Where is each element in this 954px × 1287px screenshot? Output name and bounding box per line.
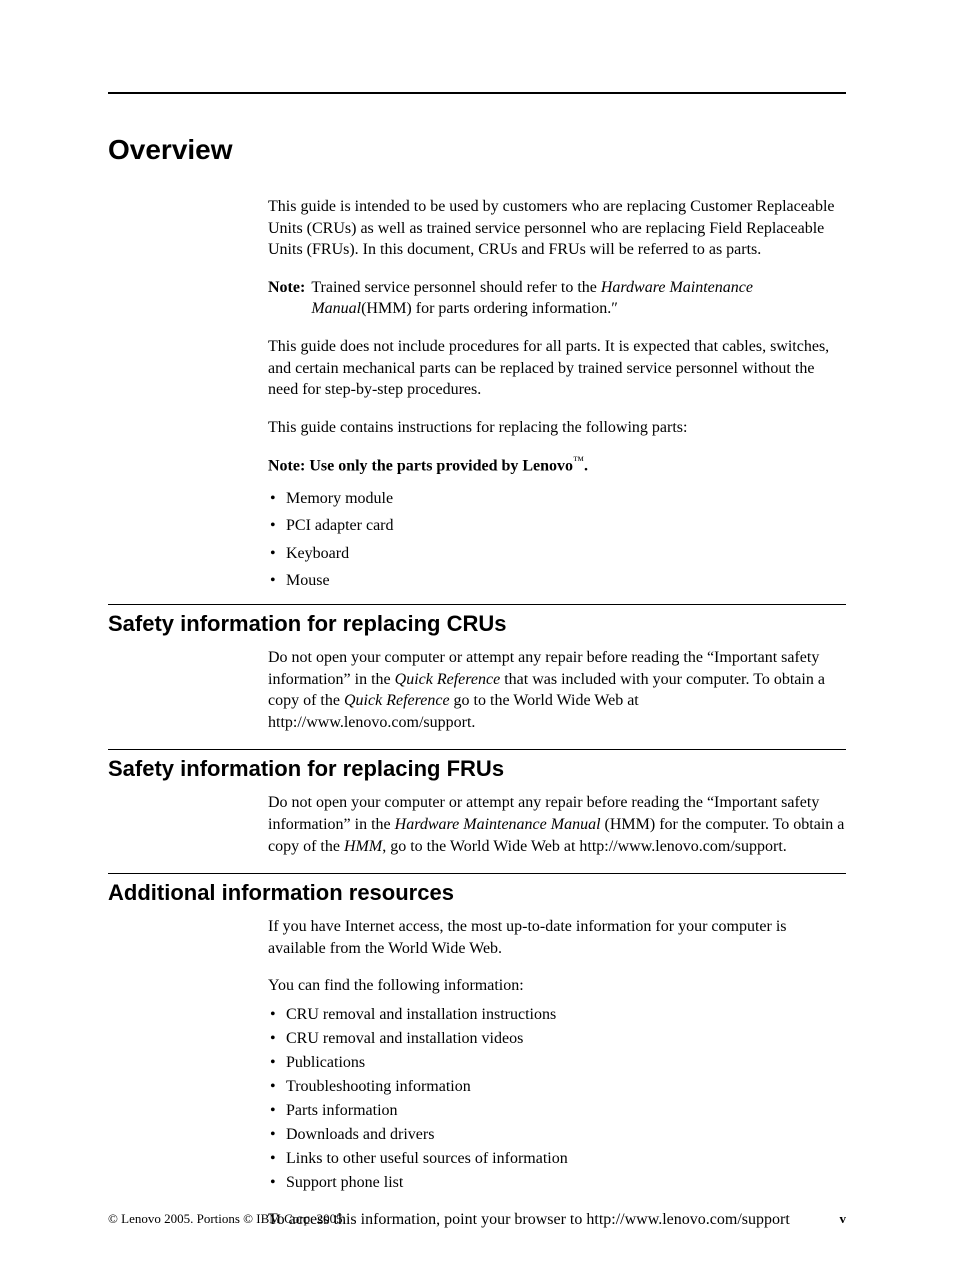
page-title: Overview: [108, 134, 846, 166]
list-item: Keyboard: [268, 540, 846, 567]
italic-text: Hardware Maintenance Manual: [395, 816, 601, 833]
note-post: (HMM) for parts ordering information.″: [361, 300, 618, 317]
note2-label: Note:: [268, 458, 305, 475]
list-item: PCI adapter card: [268, 512, 846, 539]
note2-period: .: [584, 458, 588, 475]
crus-paragraph: Do not open your computer or attempt any…: [268, 647, 846, 733]
list-item: Memory module: [268, 485, 846, 512]
list-item: Troubleshooting information: [268, 1075, 846, 1099]
italic-text: HMM: [344, 838, 382, 855]
section-heading-frus: Safety information for replacing FRUs: [108, 756, 846, 782]
list-item: Downloads and drivers: [268, 1123, 846, 1147]
parts-intro-paragraph: This guide contains instructions for rep…: [268, 417, 846, 439]
section-rule: [108, 873, 846, 874]
note2-text: Use only the parts provided by Lenovo: [309, 458, 573, 475]
list-item: Links to other useful sources of informa…: [268, 1147, 846, 1171]
body-column: Do not open your computer or attempt any…: [268, 792, 846, 857]
frus-paragraph: Do not open your computer or attempt any…: [268, 792, 846, 857]
page-number: v: [840, 1211, 847, 1227]
list-item: CRU removal and installation videos: [268, 1027, 846, 1051]
section-rule: [108, 604, 846, 605]
note-label: Note:: [268, 277, 311, 320]
tm-symbol: ™: [573, 455, 584, 467]
list-item: Parts information: [268, 1099, 846, 1123]
note-hmm: Note: Trained service personnel should r…: [268, 277, 846, 320]
note-pre: Trained service personnel should refer t…: [311, 279, 601, 296]
text: , go to the World Wide Web at http://www…: [382, 838, 787, 855]
section-rule: [108, 749, 846, 750]
note-body: Trained service personnel should refer t…: [311, 277, 846, 320]
list-item: Publications: [268, 1051, 846, 1075]
body-column: This guide is intended to be used by cus…: [268, 196, 846, 594]
copyright-text: © Lenovo 2005. Portions © IBM Corp. 2005…: [108, 1211, 346, 1227]
body-column: Do not open your computer or attempt any…: [268, 647, 846, 733]
info-list: CRU removal and installation instruction…: [268, 1003, 846, 1195]
section-heading-additional: Additional information resources: [108, 880, 846, 906]
intro-paragraph: This guide is intended to be used by cus…: [268, 196, 846, 261]
list-item: Support phone list: [268, 1171, 846, 1195]
page-footer: © Lenovo 2005. Portions © IBM Corp. 2005…: [108, 1211, 846, 1227]
list-item: Mouse: [268, 567, 846, 594]
parts-list: Memory module PCI adapter card Keyboard …: [268, 485, 846, 594]
list-item: CRU removal and installation instruction…: [268, 1003, 846, 1027]
italic-text: Quick Reference: [395, 671, 501, 688]
additional-p1: If you have Internet access, the most up…: [268, 916, 846, 959]
top-rule: [108, 92, 846, 94]
scope-paragraph: This guide does not include procedures f…: [268, 336, 846, 401]
additional-p2: You can find the following information:: [268, 975, 846, 997]
section-heading-crus: Safety information for replacing CRUs: [108, 611, 846, 637]
body-column: If you have Internet access, the most up…: [268, 916, 846, 1230]
italic-text: Quick Reference: [344, 692, 450, 709]
page: Overview This guide is intended to be us…: [0, 0, 954, 1287]
note-lenovo-parts: Note: Use only the parts provided by Len…: [268, 454, 846, 477]
